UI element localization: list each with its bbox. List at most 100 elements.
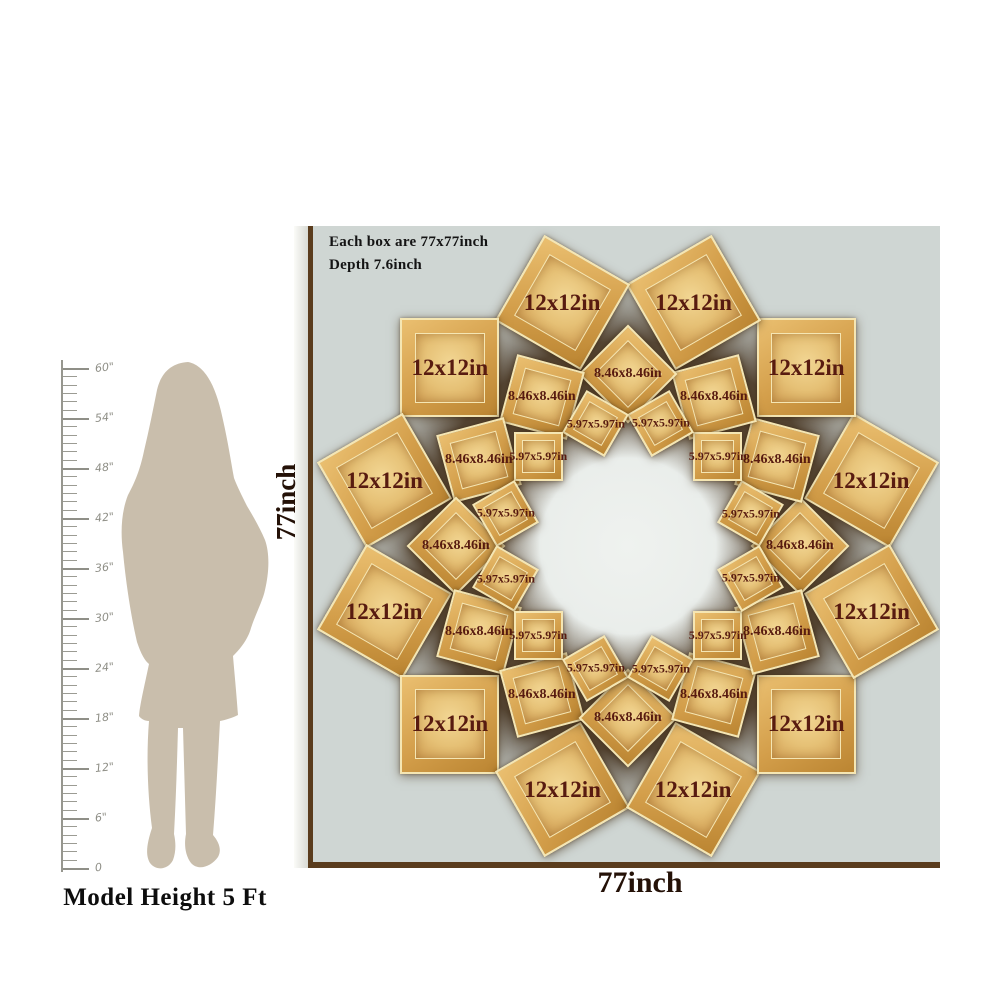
ruler-label: 24": [94, 660, 115, 675]
ruler-label: 18": [94, 710, 115, 725]
box-size-label: 5.97x5.97in: [566, 415, 625, 430]
ruler-label: 48": [94, 460, 115, 475]
shelf-box-inner: 5.97x5.97in: [689, 611, 747, 661]
ruler-minor-tick: [63, 584, 77, 586]
model-height-caption: Model Height 5 Ft: [63, 884, 267, 911]
ruler-minor-tick: [63, 409, 77, 411]
shelf-box-outer: 12x12in: [756, 318, 856, 418]
ruler-minor-tick: [63, 434, 77, 436]
ruler-minor-tick: [63, 701, 77, 703]
box-size-label: 5.97x5.97in: [566, 661, 625, 676]
ruler-label: 54": [94, 410, 115, 425]
ruler-major-tick: [63, 668, 89, 670]
box-size-label: 12x12in: [767, 711, 845, 737]
ruler-minor-tick: [63, 501, 77, 503]
ruler-minor-tick: [63, 809, 77, 811]
ruler-minor-tick: [63, 709, 77, 711]
box-size-label: 12x12in: [524, 289, 602, 315]
ruler-line: [61, 360, 63, 872]
box-size-label: 8.46x8.46in: [743, 624, 811, 639]
ruler-minor-tick: [63, 801, 77, 803]
ruler-minor-tick: [63, 784, 77, 786]
ruler-minor-tick: [63, 743, 77, 744]
box-size-label: 8.46x8.46in: [445, 624, 513, 639]
ruler-major-tick: [63, 418, 89, 420]
ruler-minor-tick: [63, 384, 77, 386]
width-dimension-label: 77inch: [597, 866, 683, 899]
ruler-minor-tick: [63, 401, 77, 403]
box-interior: [701, 619, 735, 653]
ruler-minor-tick: [63, 509, 77, 511]
box-size-label: 12x12in: [411, 711, 489, 737]
ruler-minor-tick: [63, 626, 77, 628]
box-interior: [521, 619, 555, 653]
ruler-minor-tick: [63, 684, 77, 686]
ruler-major-tick: [63, 518, 89, 520]
box-size-label: 12x12in: [654, 776, 732, 802]
box-size-label: 8.46x8.46in: [594, 366, 662, 381]
annotation-line2: Depth 7.6inch: [329, 257, 423, 273]
ruler-major-tick: [63, 768, 89, 770]
ruler-minor-tick: [63, 593, 77, 594]
ruler-label: 12": [94, 760, 115, 775]
box-size-label: 8.46x8.46in: [766, 538, 834, 553]
ruler-major-tick: [63, 368, 89, 370]
ruler-minor-tick: [63, 826, 77, 828]
box-size-label: 5.97x5.97in: [631, 661, 690, 676]
annotation: Each box are 77x77inch Depth 7.6inch: [329, 231, 488, 277]
shelf-box-inner: 5.97x5.97in: [509, 431, 567, 481]
box-size-label: 5.97x5.97in: [631, 415, 690, 430]
shelf-box-outer: 12x12in: [756, 674, 856, 774]
box-size-label: 12x12in: [833, 598, 910, 624]
height-dimension-label: 77inch: [271, 463, 301, 541]
box-size-label: 12x12in: [411, 354, 489, 380]
ruler-minor-tick: [63, 776, 77, 778]
ruler-minor-tick: [63, 493, 77, 494]
ruler-minor-tick: [63, 634, 77, 636]
box-size-label: 8.46x8.46in: [594, 710, 662, 725]
box-size-label: 5.97x5.97in: [688, 628, 747, 643]
box-size-label: 8.46x8.46in: [743, 452, 811, 467]
ruler-minor-tick: [63, 659, 77, 661]
ruler-minor-tick: [63, 601, 77, 603]
ruler-minor-tick: [63, 726, 77, 728]
ruler-minor-tick: [63, 426, 77, 428]
shelf-box-inner: 5.97x5.97in: [689, 431, 747, 481]
ruler-minor-tick: [63, 576, 77, 578]
ruler-minor-tick: [63, 559, 77, 561]
box-interior: [771, 689, 842, 760]
box-interior: [521, 439, 555, 473]
ruler-minor-tick: [63, 526, 77, 528]
ruler-minor-tick: [63, 859, 77, 861]
height-ruler: 0 6" 12" 18" 24" 30" 36" 42" 48" 54" 60": [0, 0, 300, 1000]
box-interior: [414, 689, 485, 760]
ruler-minor-tick: [63, 609, 77, 611]
flower-shelf-arrangement: 12x12in 12x12in 12x12in 12x12in 12x12in 12x12…: [313, 226, 940, 862]
ruler-major-tick: [63, 618, 89, 620]
ruler-minor-tick: [63, 751, 77, 753]
ruler-minor-tick: [63, 376, 77, 378]
annotation-line1: Each box are 77x77inch: [329, 234, 489, 250]
ruler-minor-tick: [63, 651, 77, 653]
ruler-minor-tick: [63, 676, 77, 678]
ruler-minor-tick: [63, 843, 77, 844]
box-size-label: 8.46x8.46in: [422, 538, 490, 553]
box-size-label: 5.97x5.97in: [509, 448, 568, 463]
ruler-major-tick: [63, 468, 89, 470]
box-size-label: 5.97x5.97in: [509, 628, 568, 643]
box-interior: [771, 332, 842, 403]
box-size-label: 12x12in: [654, 289, 732, 315]
ruler-minor-tick: [63, 459, 77, 461]
ruler-label: 6": [94, 810, 108, 825]
ruler-minor-tick: [63, 443, 77, 444]
box-size-label: 5.97x5.97in: [476, 571, 535, 586]
box-size-label: 12x12in: [833, 467, 910, 493]
ruler-minor-tick: [63, 851, 77, 853]
box-size-label: 8.46x8.46in: [680, 389, 748, 404]
box-size-label: 5.97x5.97in: [688, 448, 747, 463]
ruler-label: 0: [94, 860, 103, 875]
ruler-minor-tick: [63, 834, 77, 836]
ruler-minor-tick: [63, 793, 77, 794]
ruler-minor-tick: [63, 643, 77, 644]
box-size-label: 12x12in: [346, 467, 423, 493]
